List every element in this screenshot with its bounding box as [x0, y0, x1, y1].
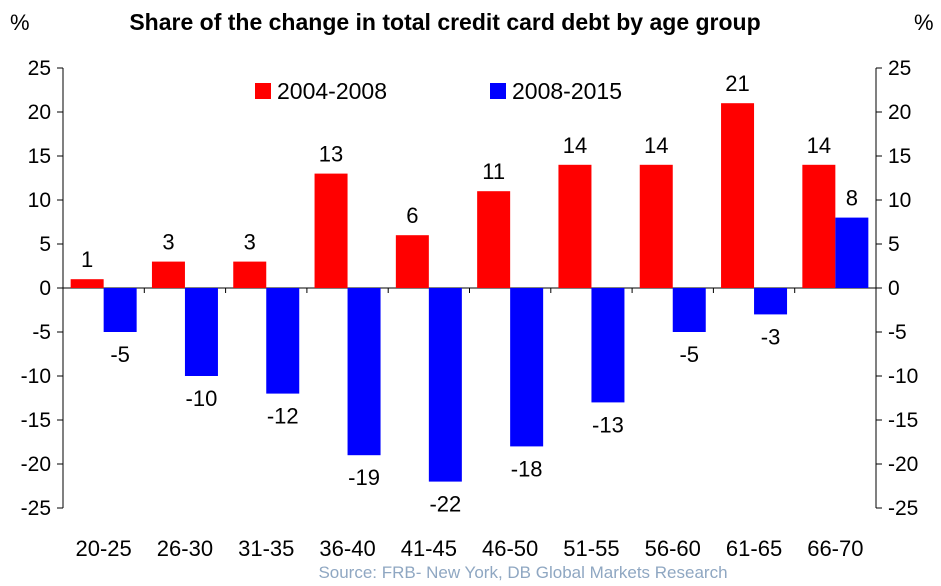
data-label: 21: [725, 71, 749, 96]
legend: 2004-2008 2008-2015: [255, 78, 622, 104]
y-tick-label-right: -25: [888, 497, 918, 520]
bar-series1: [314, 173, 348, 288]
legend-label: 2008-2015: [512, 78, 622, 104]
y-tick-label-right: 25: [888, 57, 911, 80]
y-tick-label-right: 0: [888, 277, 900, 300]
data-label: 13: [319, 142, 343, 167]
bar-series2: [754, 288, 788, 315]
data-label: -13: [592, 412, 624, 437]
y-tick-label-left: -10: [21, 365, 51, 388]
data-label: 6: [406, 203, 418, 228]
bar-series2: [591, 288, 625, 403]
data-label: -10: [186, 386, 218, 411]
x-tick-label: 61-65: [726, 536, 782, 561]
y-tick-label-left: 5: [39, 233, 51, 256]
y-tick-label-left: 0: [39, 277, 51, 300]
bar-series1: [802, 164, 836, 288]
x-tick-label: 36-40: [319, 536, 375, 561]
bar-series2: [184, 288, 218, 376]
bar-series2: [510, 288, 544, 447]
data-label: -12: [267, 404, 299, 429]
bar-series2: [347, 288, 381, 456]
data-label: -18: [511, 456, 543, 481]
y-tick-label-right: 20: [888, 101, 911, 124]
x-tick-label: 41-45: [401, 536, 457, 561]
data-label: -5: [110, 342, 130, 367]
x-tick-label: 31-35: [238, 536, 294, 561]
plot-area: 25 25 20 20 15 15 10 10 5 5 0 0 -5 -5 -10 -10 -15 -15 -20 -…: [21, 57, 919, 561]
x-tick-label: 46-50: [482, 536, 538, 561]
legend-swatch: [255, 83, 271, 99]
data-label: 3: [162, 230, 174, 255]
x-tick-label: 56-60: [645, 536, 701, 561]
y-tick-label-left: -5: [32, 321, 51, 344]
bar-series2: [266, 288, 300, 394]
legend-label: 2004-2008: [277, 78, 387, 104]
data-label: -5: [679, 342, 699, 367]
x-tick-label: 26-30: [157, 536, 213, 561]
bar-series1: [395, 235, 429, 288]
x-tick-label: 20-25: [76, 536, 132, 561]
chart-title: Share of the change in total credit card…: [129, 9, 760, 35]
y-tick-label-left: -20: [21, 453, 51, 476]
y-tick-label-right: -15: [888, 409, 918, 432]
y-tick-label-left: -15: [21, 409, 51, 432]
y-tick-label-right: 5: [888, 233, 900, 256]
x-tick-label: 66-70: [807, 536, 863, 561]
y-axis-unit-right: %: [914, 10, 934, 35]
y-tick-label-left: -25: [21, 497, 51, 520]
data-label: 3: [244, 230, 256, 255]
data-label: 1: [81, 247, 93, 272]
bar-series1: [477, 191, 511, 288]
data-label: 14: [644, 133, 668, 158]
bar-series1: [233, 261, 267, 288]
data-label: 11: [482, 159, 505, 184]
y-tick-label-left: 25: [28, 57, 51, 80]
y-tick-label-right: -5: [888, 321, 907, 344]
data-label: 14: [807, 133, 831, 158]
x-tick-label: 51-55: [563, 536, 619, 561]
bar-series2: [672, 288, 706, 332]
bar-series2: [835, 217, 869, 288]
y-tick-label-right: -10: [888, 365, 918, 388]
bar-series1: [639, 164, 673, 288]
y-tick-label-right: -20: [888, 453, 918, 476]
y-tick-label-right: 15: [888, 145, 911, 168]
data-label: -22: [429, 492, 461, 517]
bar-series1: [151, 261, 185, 288]
y-tick-label-right: 10: [888, 189, 911, 212]
y-axis-unit-left: %: [10, 10, 30, 35]
data-label: -3: [761, 324, 781, 349]
y-tick-label-left: 10: [28, 189, 51, 212]
source-note: Source: FRB- New York, DB Global Markets…: [318, 563, 727, 582]
y-tick-label-left: 20: [28, 101, 51, 124]
data-label: 8: [846, 186, 858, 211]
bar-series1: [70, 279, 104, 288]
y-tick-label-left: 15: [28, 145, 51, 168]
data-label: -19: [348, 465, 380, 490]
bar-series2: [428, 288, 462, 482]
data-label: 14: [563, 133, 587, 158]
legend-swatch: [490, 83, 506, 99]
bar-series1: [558, 164, 592, 288]
bar-series2: [103, 288, 137, 332]
bar-series1: [721, 103, 755, 288]
